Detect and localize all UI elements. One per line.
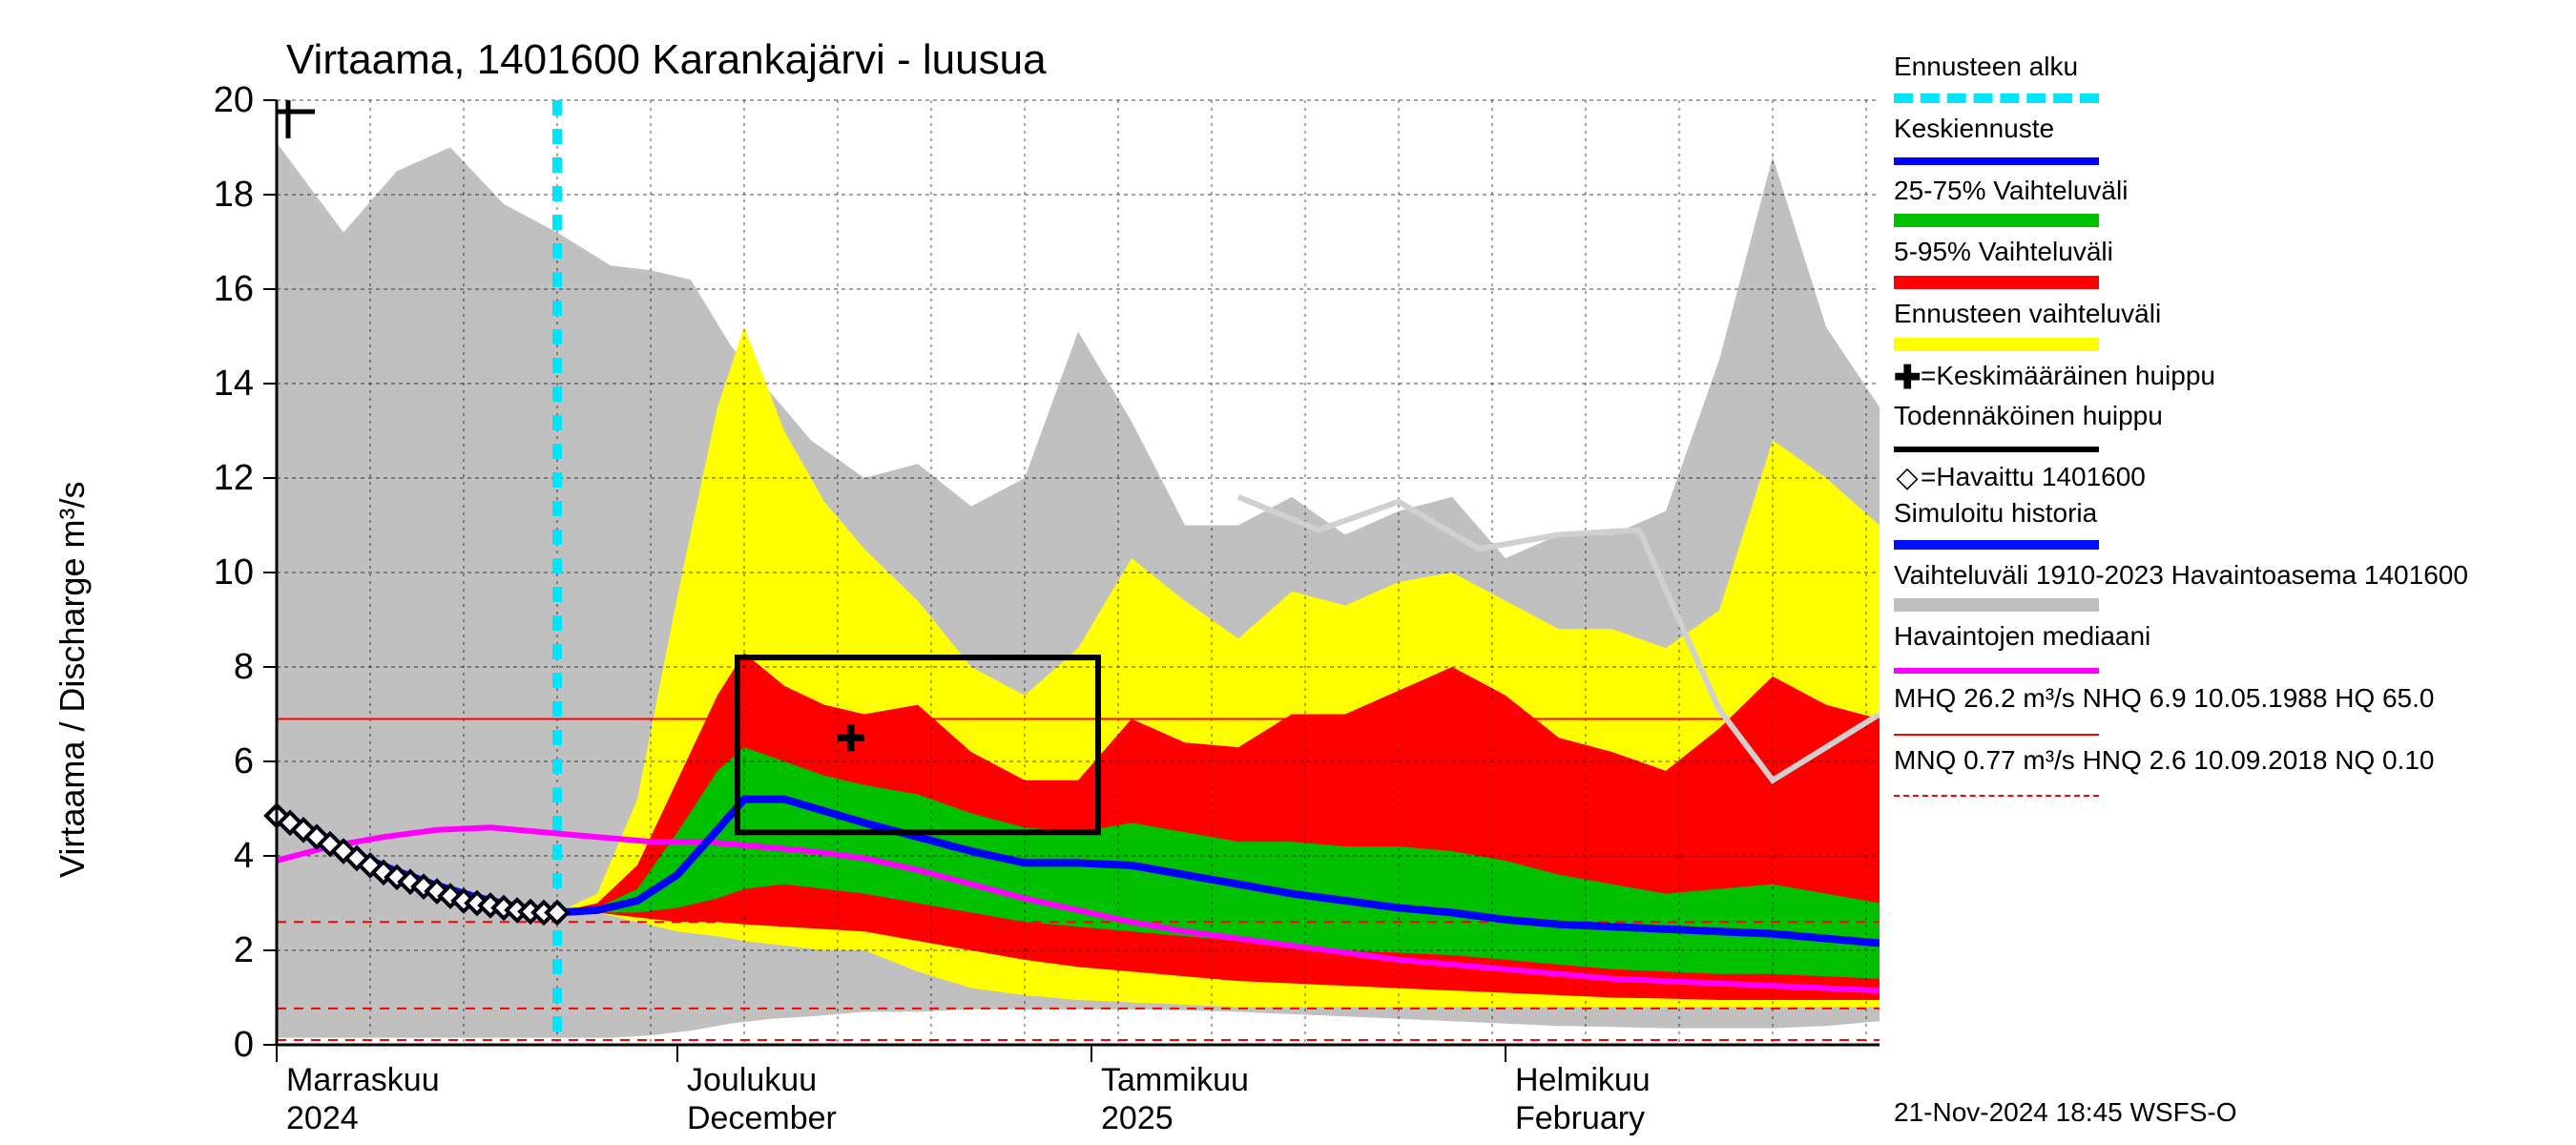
y-tick-label: 20 [214,80,254,120]
legend-item: Ennusteen vaihteluväli [1894,300,2562,356]
y-tick-label: 2 [234,930,254,970]
legend-item: ◇=Havaittu 1401600 [1894,463,2562,493]
legend-item: 25-75% Vaihteluväli [1894,177,2562,233]
legend-label: Vaihteluväli 1910-2023 Havaintoasema 140… [1894,560,2468,590]
legend-label: Ennusteen vaihteluväli [1894,299,2161,328]
chart-title: Virtaama, 1401600 Karankajärvi - luusua [286,36,1047,84]
x-tick-label2: 2025 [1101,1100,1174,1136]
legend-label: =Havaittu 1401600 [1921,463,2146,490]
x-tick-label2: February [1515,1100,1645,1136]
y-tick-label: 8 [234,647,254,687]
legend-label: MHQ 26.2 m³/s NHQ 6.9 10.05.1988 HQ 65.0 [1894,683,2434,713]
x-tick-label: Joulukuu [687,1062,817,1098]
legend-item: Ennusteen alku [1894,52,2562,109]
x-tick-label2: 2024 [286,1100,359,1136]
x-tick-label: Marraskuu [286,1062,440,1098]
legend-label: =Keskimääräinen huippu [1921,362,2215,389]
legend-item: Todennäköinen huippu [1894,402,2562,458]
legend-label: MNQ 0.77 m³/s HNQ 2.6 10.09.2018 NQ 0.10 [1894,745,2434,775]
y-tick-label: 14 [214,364,254,404]
legend-label: 5-95% Vaihteluväli [1894,237,2113,266]
legend: Ennusteen alku Keskiennuste 25-75% Vaihtel… [1894,52,2562,808]
y-tick-label: 4 [234,836,254,876]
legend-label: Havaintojen mediaani [1894,621,2150,651]
legend-item: MNQ 0.77 m³/s HNQ 2.6 10.09.2018 NQ 0.10 [1894,746,2562,802]
x-tick-label: Helmikuu [1515,1062,1651,1098]
legend-item: 5-95% Vaihteluväli [1894,238,2562,294]
y-axis-label: Virtaama / Discharge m³/s [52,482,93,878]
legend-label: 25-75% Vaihteluväli [1894,176,2128,205]
legend-label: Ennusteen alku [1894,52,2078,81]
legend-item: MHQ 26.2 m³/s NHQ 6.9 10.05.1988 HQ 65.0 [1894,684,2562,740]
y-tick-label: 16 [214,269,254,309]
legend-item: Simuloitu historia [1894,499,2562,555]
legend-item: Havaintojen mediaani [1894,622,2562,678]
legend-item: Vaihteluväli 1910-2023 Havaintoasema 140… [1894,561,2562,617]
legend-label: Todennäköinen huippu [1894,401,2163,430]
timestamp: 21-Nov-2024 18:45 WSFS-O [1894,1097,2237,1128]
y-tick-label: 6 [234,741,254,781]
y-tick-label: 12 [214,458,254,498]
legend-label: Simuloitu historia [1894,498,2097,528]
discharge-forecast-chart: Marraskuu2024JoulukuuDecemberTammikuu202… [0,0,2576,1145]
legend-item: ✚=Keskimääräinen huippu [1894,362,2562,396]
x-tick-label: Tammikuu [1101,1062,1249,1098]
x-tick-label2: December [687,1100,837,1136]
y-tick-label: 18 [214,175,254,215]
legend-item: Keskiennuste [1894,114,2562,171]
y-tick-label: 0 [234,1025,254,1065]
y-tick-label: 10 [214,552,254,593]
legend-label: Keskiennuste [1894,114,2054,143]
